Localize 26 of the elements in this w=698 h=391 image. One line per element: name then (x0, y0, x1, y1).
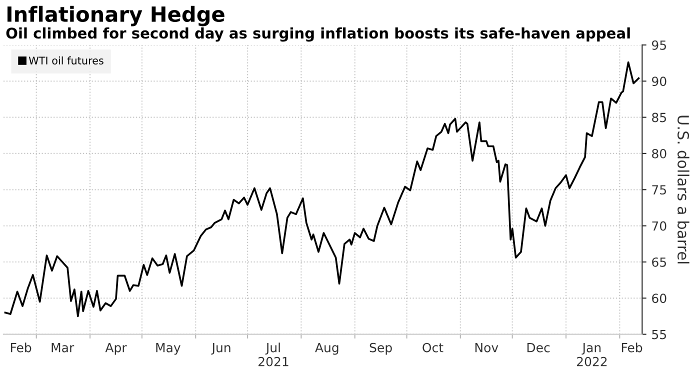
x-tick-label: Aug (315, 343, 338, 355)
y-tick-label: 70 (652, 221, 666, 231)
x-tick-label: Feb (622, 342, 642, 352)
x-tick-label: May (156, 343, 180, 355)
y-axis-title: U.S. dollars a barrel (677, 116, 690, 264)
x-tick-label: Feb (10, 342, 32, 352)
y-tick-label: 80 (652, 148, 666, 158)
y-tick-label: 65 (652, 257, 666, 267)
x-tick-label: Apr (105, 343, 127, 355)
x-tick-label: Jan 2022 (576, 343, 607, 366)
x-tick-label: Jul 2021 (258, 342, 288, 366)
y-tick-label: 85 (652, 112, 666, 122)
chart-subtitle: Oil climbed for second day as surging inflation boosts its safe-haven appeal (6, 27, 630, 42)
y-tick-label: 55 (652, 330, 666, 340)
x-tick-label: Dec (527, 343, 550, 352)
y-tick-label: 60 (652, 294, 666, 304)
x-tick-label: Sep (370, 342, 392, 355)
chart-title: Inflationary Hedge (8, 6, 224, 26)
x-tick-label: Oct (422, 342, 444, 352)
y-tick-label: 75 (652, 185, 666, 195)
x-tick-label: Mar (52, 343, 74, 352)
y-tick-label: 95 (652, 40, 666, 50)
x-tick-label: Nov (475, 343, 498, 352)
legend-label: WTI oil futures (28, 56, 104, 64)
x-tick-label: Jun (211, 343, 230, 355)
y-tick-label: 90 (652, 76, 666, 86)
